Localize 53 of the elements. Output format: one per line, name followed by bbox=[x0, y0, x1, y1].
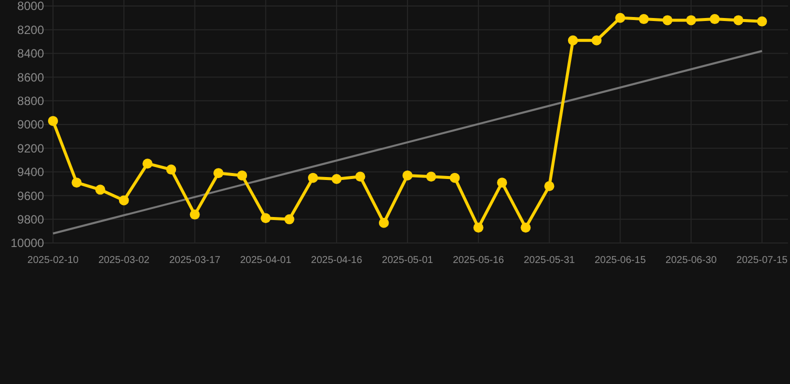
point bbox=[592, 35, 602, 46]
point bbox=[520, 222, 531, 233]
point bbox=[72, 178, 82, 188]
point bbox=[284, 214, 294, 224]
point bbox=[332, 174, 342, 184]
y-tick-label: 8400 bbox=[17, 46, 44, 61]
point bbox=[190, 210, 200, 220]
point bbox=[568, 35, 578, 46]
x-tick-label: 2025-05-01 bbox=[382, 255, 434, 266]
y-tick-label: 8200 bbox=[17, 22, 44, 37]
y-tick-label: 9400 bbox=[17, 165, 44, 180]
point bbox=[638, 14, 649, 24]
point bbox=[402, 170, 412, 180]
point bbox=[95, 184, 106, 195]
point bbox=[48, 116, 58, 126]
point bbox=[118, 195, 129, 206]
x-tick-label: 2025-07-15 bbox=[736, 255, 788, 266]
point bbox=[615, 12, 626, 23]
point bbox=[237, 170, 248, 180]
x-tick-label: 2025-04-01 bbox=[240, 255, 292, 266]
x-tick-label: 2025-02-10 bbox=[27, 255, 80, 266]
point bbox=[450, 172, 460, 183]
y-tick-label: 8600 bbox=[17, 70, 44, 84]
y-tick-label: 9200 bbox=[17, 141, 44, 156]
point bbox=[166, 164, 176, 175]
x-tick-label: 2025-05-31 bbox=[524, 255, 576, 266]
y-tick-label: 9600 bbox=[17, 188, 44, 203]
point bbox=[662, 15, 672, 26]
point bbox=[544, 181, 554, 192]
point bbox=[260, 213, 271, 224]
y-tick-label: 9000 bbox=[17, 118, 44, 132]
point bbox=[686, 15, 696, 26]
point bbox=[473, 222, 484, 233]
x-tick-label: 2025-03-17 bbox=[169, 255, 221, 266]
x-tick-label: 2025-04-16 bbox=[311, 255, 363, 266]
point bbox=[142, 158, 153, 169]
x-tick-label: 2025-03-02 bbox=[98, 255, 150, 266]
point bbox=[757, 16, 767, 26]
y-tick-label: 10000 bbox=[10, 236, 44, 250]
point bbox=[308, 172, 318, 183]
point bbox=[355, 172, 366, 182]
point bbox=[733, 15, 744, 26]
point bbox=[213, 168, 224, 178]
x-tick-label: 2025-06-15 bbox=[594, 255, 646, 266]
point bbox=[710, 14, 720, 24]
point bbox=[497, 178, 508, 188]
y-tick-label: 9800 bbox=[17, 212, 44, 226]
point bbox=[426, 172, 436, 182]
x-tick-label: 2025-05-16 bbox=[452, 255, 504, 266]
y-tick-label: 8800 bbox=[17, 94, 44, 108]
x-tick-label: 2025-06-30 bbox=[666, 255, 718, 266]
y-tick-label: 8000 bbox=[17, 0, 44, 14]
point bbox=[378, 218, 389, 228]
